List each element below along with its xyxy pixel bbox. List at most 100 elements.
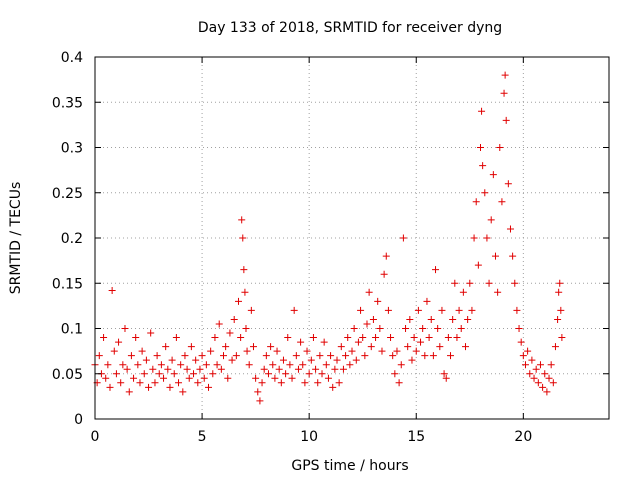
data-point	[252, 374, 260, 382]
data-point	[286, 361, 294, 369]
data-point	[339, 365, 347, 373]
data-point	[502, 116, 510, 124]
data-point	[549, 379, 557, 387]
data-point	[369, 315, 377, 323]
data-point	[262, 352, 270, 360]
data-point	[412, 347, 420, 355]
data-point	[444, 334, 452, 342]
data-point	[164, 365, 172, 373]
data-point	[410, 334, 418, 342]
data-point	[277, 379, 285, 387]
x-tick-label: 15	[407, 429, 425, 445]
data-point	[346, 361, 354, 369]
data-point	[166, 383, 174, 391]
data-point	[359, 334, 367, 342]
data-point	[491, 252, 499, 260]
x-tick-label: 20	[514, 429, 532, 445]
data-point	[470, 234, 478, 242]
data-point	[130, 374, 138, 382]
data-point	[526, 370, 534, 378]
data-point	[376, 325, 384, 332]
data-point	[361, 352, 369, 360]
data-point	[237, 334, 245, 342]
data-point	[354, 338, 362, 346]
data-point	[307, 356, 315, 364]
data-point	[378, 347, 386, 355]
data-point	[138, 347, 146, 355]
data-point	[299, 361, 307, 369]
data-point	[374, 297, 382, 305]
data-point	[151, 379, 159, 387]
data-point	[500, 89, 508, 97]
data-point	[421, 352, 429, 360]
data-point	[258, 379, 266, 387]
data-point	[536, 361, 544, 369]
data-point	[352, 356, 360, 364]
y-tick-label: 0.15	[52, 276, 83, 292]
data-point	[160, 374, 168, 382]
data-point	[215, 320, 223, 328]
data-point	[348, 347, 356, 355]
data-point	[557, 306, 565, 314]
data-point	[432, 266, 440, 274]
data-point	[487, 216, 495, 224]
data-point	[249, 343, 257, 351]
data-point	[110, 347, 118, 355]
data-point	[207, 347, 215, 355]
data-point	[423, 297, 431, 305]
data-point	[301, 379, 309, 387]
data-point	[121, 325, 129, 332]
data-point	[220, 352, 227, 360]
data-point	[489, 171, 497, 179]
data-point	[380, 270, 388, 278]
data-point	[282, 370, 290, 378]
data-point	[436, 343, 444, 351]
data-point	[234, 297, 242, 305]
data-point	[451, 279, 459, 287]
data-point	[391, 370, 399, 378]
data-point	[521, 361, 529, 369]
data-point	[481, 189, 489, 197]
data-point	[324, 374, 332, 382]
data-point	[238, 216, 246, 224]
data-point	[194, 379, 202, 387]
data-point	[331, 365, 339, 373]
data-point	[211, 334, 219, 342]
data-point	[242, 325, 250, 332]
data-point	[183, 365, 191, 373]
data-point	[457, 325, 465, 332]
data-point	[309, 334, 317, 342]
data-point	[168, 356, 176, 364]
data-point	[344, 334, 352, 342]
data-point	[478, 107, 486, 115]
data-point	[112, 370, 120, 378]
data-point	[162, 343, 170, 351]
data-point	[429, 352, 437, 360]
data-point	[337, 343, 345, 351]
data-point	[483, 234, 491, 242]
data-point	[543, 388, 551, 396]
data-point	[318, 370, 326, 378]
data-point	[350, 325, 358, 332]
y-tick-label: 0.3	[61, 141, 83, 157]
data-point	[117, 379, 125, 387]
data-point	[402, 325, 410, 332]
chart-title: Day 133 of 2018, SRMTID for receiver dyn…	[198, 20, 502, 36]
data-point	[213, 361, 221, 369]
grid-lines	[95, 57, 609, 419]
data-point	[200, 374, 208, 382]
data-point	[226, 329, 234, 337]
data-point	[209, 370, 217, 378]
data-point	[292, 352, 300, 360]
data-point	[485, 279, 493, 287]
data-point	[322, 361, 330, 369]
data-point	[147, 329, 155, 337]
y-tick-label: 0.2	[61, 231, 83, 247]
data-point	[102, 374, 110, 382]
data-point	[202, 361, 210, 369]
data-point	[534, 379, 542, 387]
data-point	[290, 306, 298, 314]
data-point	[297, 338, 305, 346]
data-point	[466, 279, 474, 287]
